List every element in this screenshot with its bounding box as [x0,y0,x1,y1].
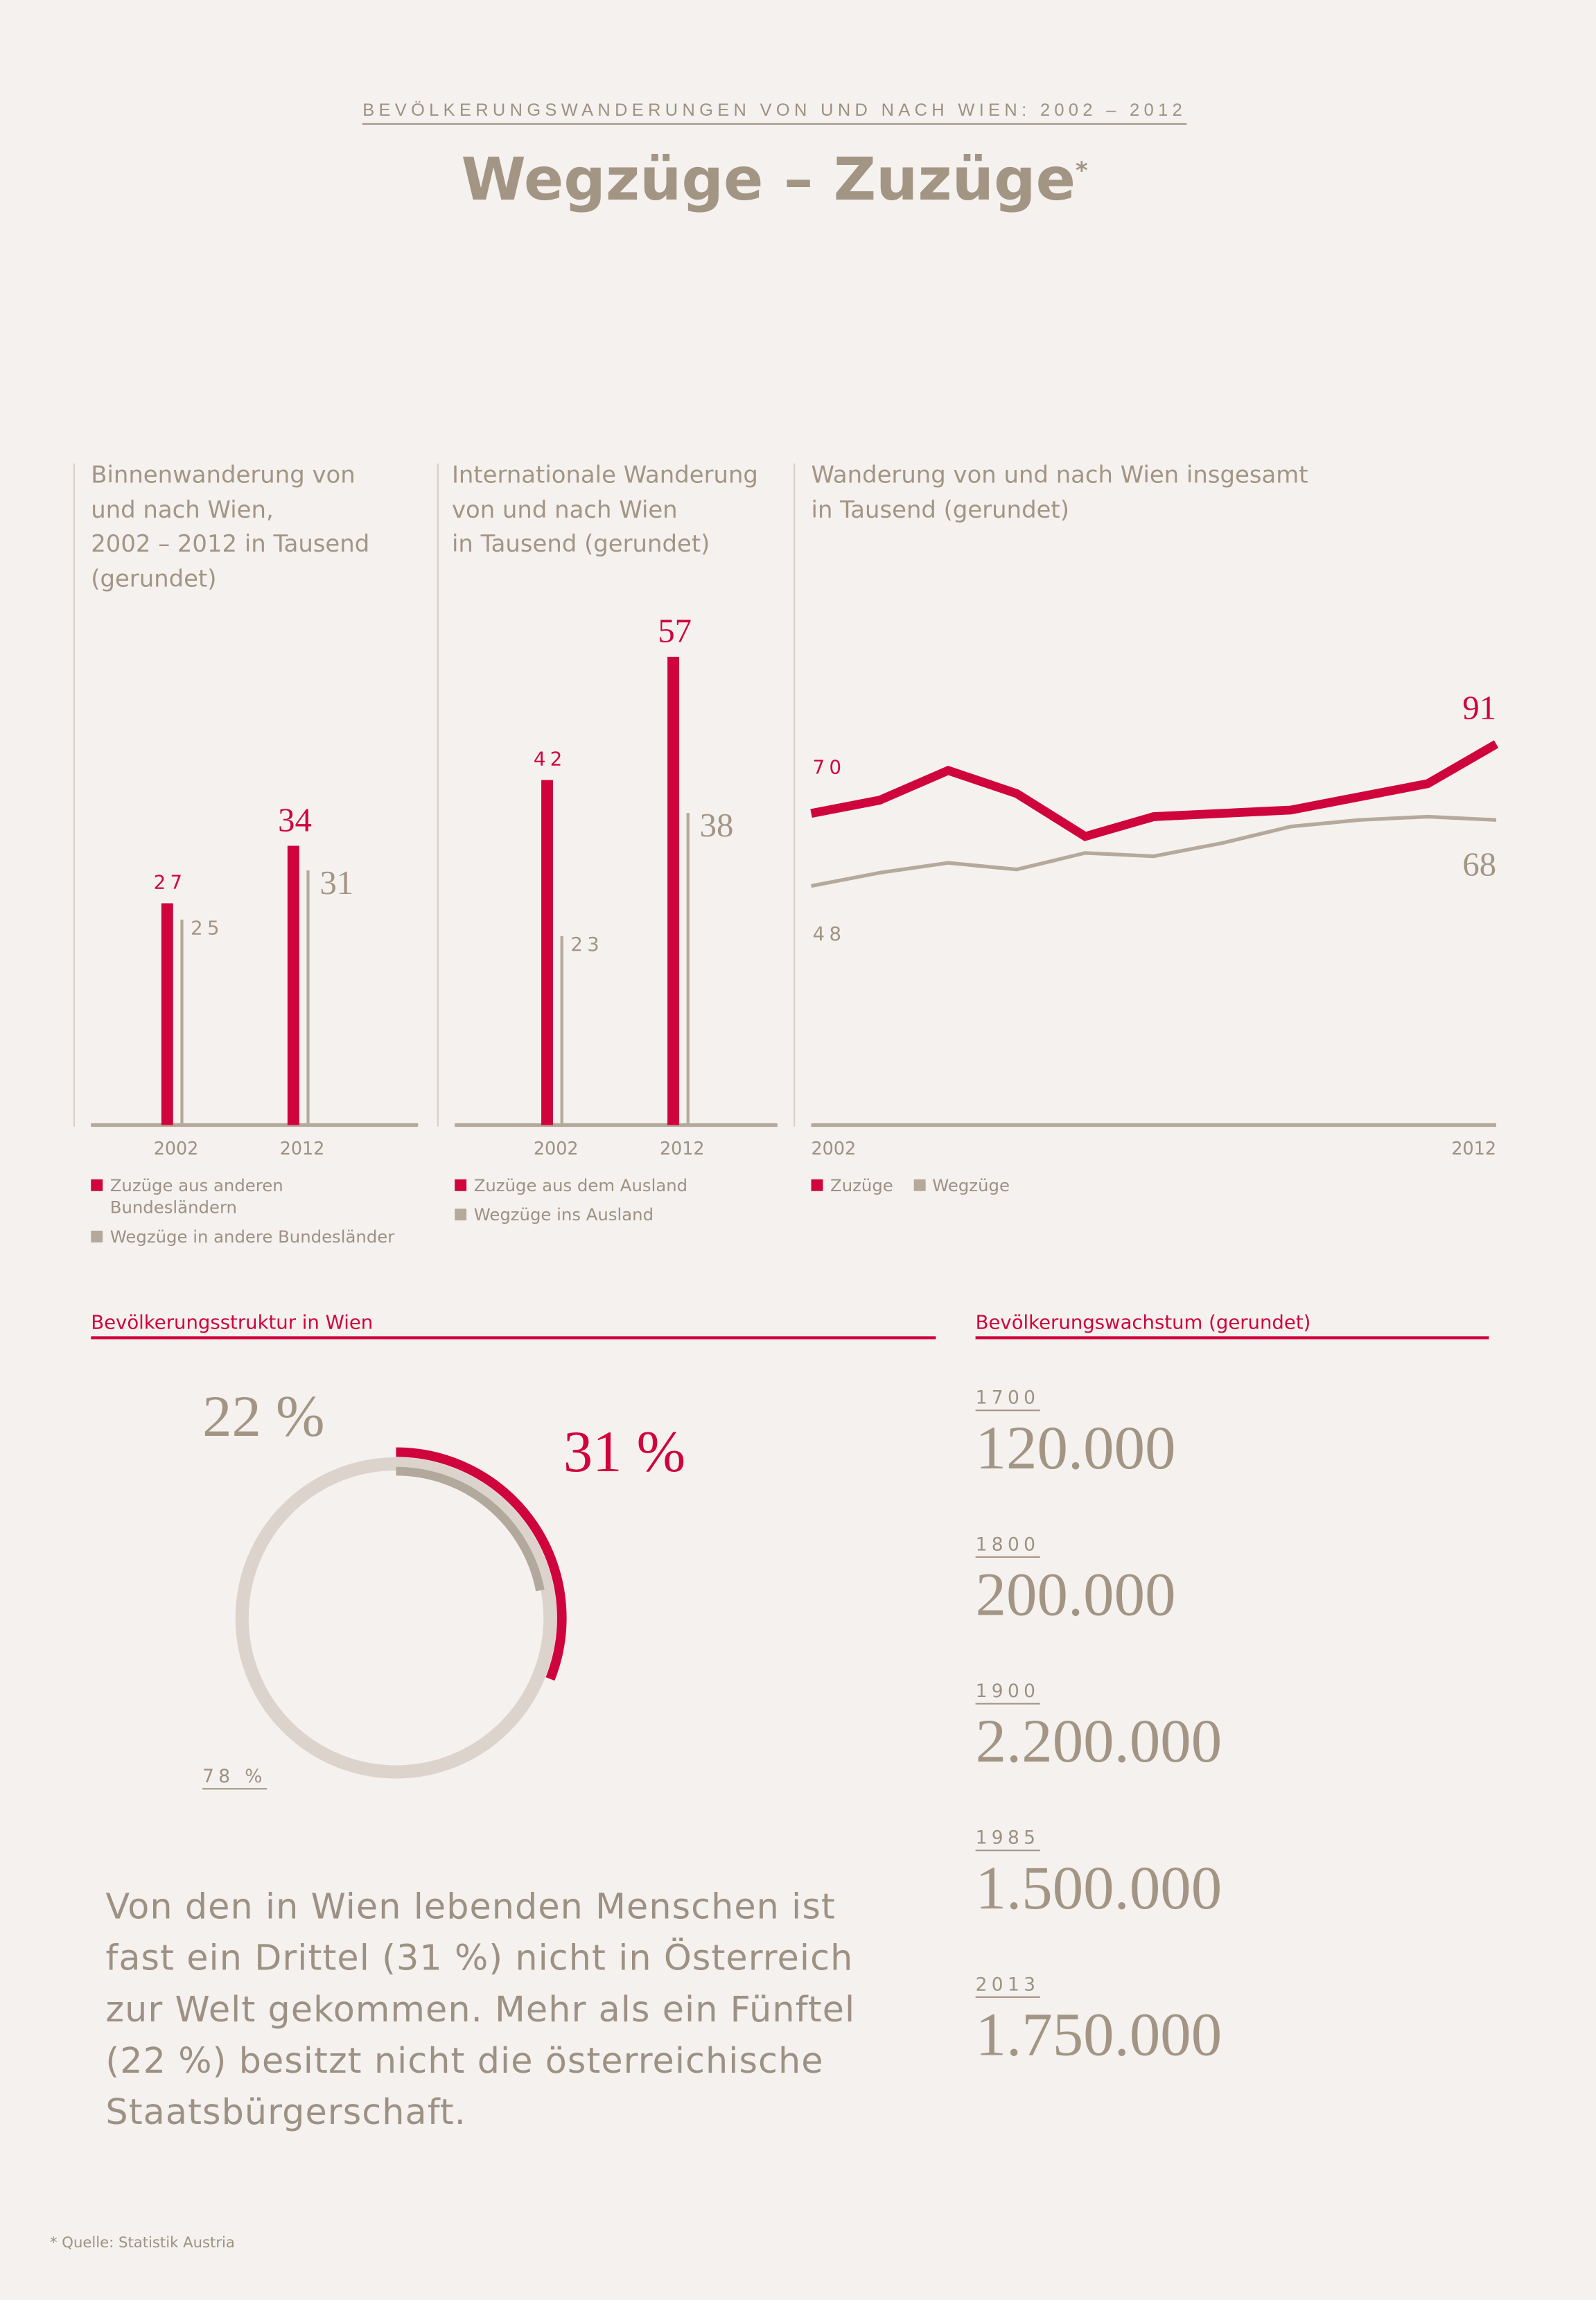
donut-arc-22 [396,1466,545,1592]
x-tick-label: 2002 [812,1138,857,1159]
red-swatch-icon [91,1179,103,1191]
value-label-wegzuege: 31 [319,864,353,902]
legend-label: Wegzüge [932,1175,1010,1196]
growth-value: 1.750.000 [975,2002,1222,2070]
title-line: und nach Wien, [91,495,274,523]
value-label-wegzuege: 38 [700,807,734,844]
growth-year: 1900 [975,1680,1040,1705]
red-swatch-icon [811,1179,823,1191]
label-22-percent: 22 % [202,1383,325,1450]
line-series-zuzüge [810,740,1499,841]
bar-zuzuege [667,656,680,1125]
legend-item-zuzuege: Zuzüge aus anderen [91,1175,394,1197]
legend-label: Bundesländern [109,1197,237,1218]
title-line: von und nach Wien [451,495,678,523]
legend-item-wegzuege: Wegzüge ins Ausland [455,1204,687,1227]
growth-year: 1985 [975,1826,1040,1852]
growth-year: 2013 [975,1973,1040,1998]
legend-label: Zuzüge aus anderen [109,1175,283,1196]
x-tick-label: 2012 [1451,1138,1496,1159]
x-tick-label: 2002 [154,1138,199,1159]
growth-year: 1700 [975,1386,1040,1412]
structure-text: Von den in Wien lebenden Menschen ist fa… [105,1886,856,2133]
legend-item-zuzuege: Zuzüge aus dem Ausland [455,1175,687,1197]
value-label-wegzuege: 25 [191,917,224,939]
bar-wegzuege [180,920,184,1125]
panel2-title: Internationale Wanderung von und nach Wie… [452,457,758,561]
divider [73,463,75,1127]
legend-label: Zuzüge aus dem Ausland [473,1175,688,1196]
end-label-zuzuege: 91 [1462,690,1496,727]
end-label-wegzuege: 68 [1462,846,1496,884]
bar-zuzuege [287,845,299,1125]
supertitle: BEVÖLKERUNGSWANDERUNGEN VON UND NACH WIE… [362,99,1187,125]
value-label-wegzuege: 23 [570,933,604,956]
title-line: Binnenwanderung von [91,460,356,489]
title-line: Wanderung von und nach Wien insgesamt [811,460,1308,489]
growth-item: 1700 120.000 [975,1382,1176,1484]
title-text: Wegzüge – Zuzüge [461,146,1076,215]
donut-ring-78 [235,1457,557,1779]
title-line: (gerundet) [91,563,217,592]
title-line: in Tausend (gerundet) [811,495,1069,523]
growth-item: 1900 2.200.000 [975,1675,1222,1777]
panel1-legend: Zuzüge aus anderen Bundesländern Wegzüge… [91,1175,394,1248]
bar-zuzuege [541,780,553,1125]
bar-wegzuege [560,936,563,1125]
bar-wegzuege [306,870,310,1125]
growth-item: 1985 1.500.000 [975,1822,1222,1924]
legend-label: Wegzüge in andere Bundesländer [109,1226,395,1247]
title-line: in Tausend (gerundet) [451,529,710,558]
gray-swatch-icon [91,1230,103,1243]
growth-item: 1800 200.000 [975,1529,1176,1631]
value-label-zuzuege: 34 [278,801,312,839]
bar-zuzuege [161,903,173,1125]
panel1-title: Binnenwanderung von und nach Wien, 2002 – … [91,457,369,595]
growth-year: 1800 [975,1533,1040,1558]
legend-label: Wegzüge ins Ausland [473,1204,654,1225]
growth-value: 120.000 [975,1415,1176,1483]
x-tick-label: 2012 [280,1138,325,1159]
panel3-title: Wanderung von und nach Wien insgesamt in … [812,457,1308,526]
growth-value: 2.200.000 [975,1708,1222,1777]
value-label-zuzuege: 27 [154,871,187,893]
source-footnote: * Quelle: Statistik Austria [49,2235,235,2252]
divider [793,463,796,1127]
start-label-wegzuege: 48 [813,923,846,945]
title-asterisk: * [1076,156,1088,185]
growth-heading: Bevölkerungswachstum (gerundet) [975,1313,1489,1340]
title-line: 2002 – 2012 in Tausend [91,529,370,558]
value-label-zuzuege: 57 [658,613,692,650]
label-78-percent: 78 % [202,1764,267,1790]
legend-item-wegzuege: Wegzüge in andere Bundesländer [91,1227,394,1249]
gray-swatch-icon [455,1209,467,1221]
panel2-legend: Zuzüge aus dem Ausland Wegzüge ins Ausla… [455,1175,687,1226]
growth-item: 2013 1.750.000 [975,1969,1222,2071]
structure-heading: Bevölkerungsstruktur in Wien [91,1313,936,1340]
panel3-legend: Zuzüge Wegzüge [811,1175,1010,1197]
growth-value: 1.500.000 [975,1855,1222,1923]
bar-wegzuege [686,813,690,1125]
divider [437,463,439,1127]
donut-arc-31 [396,1447,567,1681]
legend-label: Zuzüge [830,1175,893,1196]
red-swatch-icon [455,1179,467,1191]
title-line: Internationale Wanderung [451,460,758,489]
growth-value: 200.000 [975,1562,1176,1630]
page-title: Wegzüge – Zuzüge* [0,147,1549,214]
x-tick-label: 2012 [660,1138,705,1159]
line-series-wegzüge [811,814,1497,888]
label-31-percent: 31 % [563,1418,686,1485]
gray-swatch-icon [913,1179,925,1191]
start-label-zuzuege: 70 [813,757,846,779]
x-tick-label: 2002 [534,1138,579,1159]
value-label-zuzuege: 42 [534,748,567,770]
